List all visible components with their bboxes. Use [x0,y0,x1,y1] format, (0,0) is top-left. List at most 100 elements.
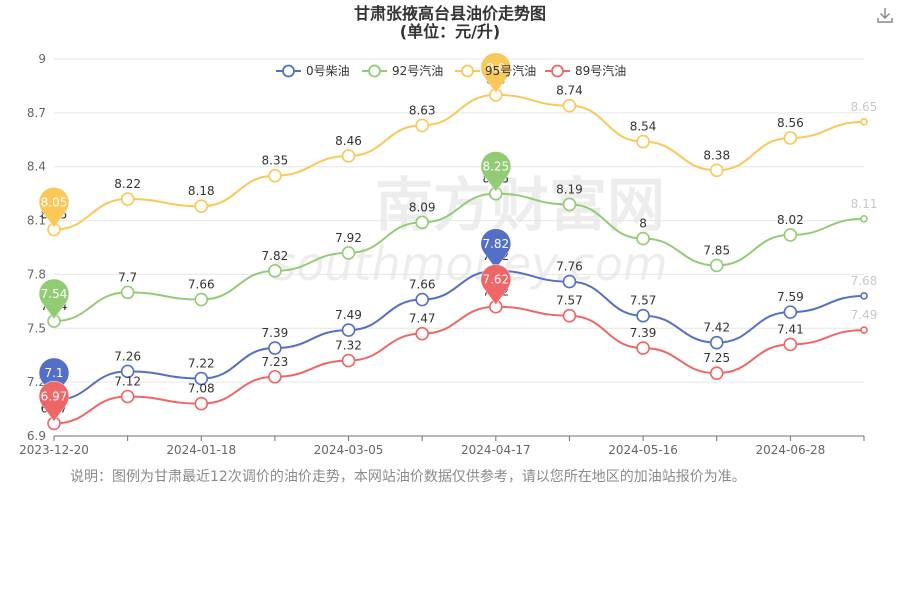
legend-swatch-circle [368,64,381,78]
chart-subtitle: (单位：元/升) [399,22,501,41]
download-icon[interactable] [876,6,894,24]
pin-marker-label: 6.97 [41,389,68,403]
data-label: 8.54 [630,120,657,134]
x-tick-label: 2024-06-28 [755,443,825,457]
data-point [709,163,724,178]
data-label: 7.22 [188,357,215,371]
pin-marker [38,380,70,422]
legend-swatch-circle [461,64,474,78]
pin-marker-label: 7.1 [44,366,63,380]
pin-marker [480,52,511,94]
data-label: 8.19 [556,182,583,196]
data-label: 7.76 [556,260,583,274]
data-point [860,292,868,300]
x-tick-label: 2024-05-16 [608,443,678,457]
data-point [709,335,724,350]
data-point [860,214,868,223]
data-label: 7.57 [630,294,657,308]
y-tick-label: 9 [38,52,46,66]
data-point [783,228,798,242]
data-label: 7.57 [556,294,583,308]
data-point [194,292,209,307]
data-label: 8.11 [851,197,878,211]
data-label: 8.22 [114,177,141,191]
data-point [415,326,429,341]
data-label: 8.02 [777,213,804,227]
data-point [415,118,429,133]
data-point [120,389,135,404]
data-point [562,197,577,212]
pin-marker [38,278,70,320]
data-label: 8.46 [335,134,362,148]
data-label: 8.74 [556,84,583,98]
data-label: 7.12 [114,375,141,389]
data-label: 7.49 [335,308,362,322]
data-point [341,246,356,260]
pin-marker-label: 7.62 [482,273,509,287]
pin-marker [38,357,70,399]
data-point [709,258,724,273]
x-axis: 2023-12-20 2024-01-18 2024-03-05 2024-04-17… [19,435,865,457]
data-point [783,305,798,319]
series-line-3 [53,305,865,425]
data-point [268,341,282,355]
data-point [268,168,282,183]
data-label: 7.39 [262,326,289,340]
data-label: 8 [639,217,647,231]
pin-marker [38,187,70,228]
data-label: 7.08 [188,382,215,396]
data-point [636,134,650,149]
x-tick-label: 2023-12-20 [19,443,89,457]
legend-label: 89号汽油 [575,63,626,78]
data-label: 7.32 [335,339,362,353]
data-label: 7.41 [777,322,804,336]
data-point [860,326,868,334]
data-label: 8.38 [703,148,730,162]
data-point [636,308,650,323]
x-tick-label: 2024-04-17 [461,443,531,457]
chart-title: 甘肃张掖高台县油价走势图 [353,4,546,23]
data-label: 7.49 [851,308,878,322]
data-label: 7.82 [262,249,289,263]
data-label: 7.26 [114,349,141,363]
legend-label: 92号汽油 [392,63,443,78]
y-tick-label: 7.5 [27,321,46,335]
data-point [636,231,650,246]
pin-marker-label: 7.54 [41,287,68,301]
data-label: 7.47 [409,312,436,326]
data-label: 8.18 [188,184,215,198]
data-label: 7.59 [777,290,804,304]
data-point [860,118,868,126]
pin-marker-label: 8.05 [41,196,68,210]
data-point [194,371,209,386]
y-tick-label: 8.7 [27,106,46,120]
data-point [562,98,577,113]
data-point [268,264,282,278]
data-label: 7.23 [262,355,289,369]
data-point [120,364,135,379]
data-point [415,292,429,307]
data-label: 8.56 [777,116,804,130]
data-point [268,369,282,384]
data-point [783,131,798,145]
legend: 0号柴油 92号汽油 95号汽油 89号汽油 [276,63,626,78]
data-point [120,192,135,206]
y-axis: 6.97.27.57.88.18.48.79 [27,52,46,443]
legend-label: 0号柴油 [306,64,350,78]
y-tick-label: 6.9 [27,429,46,443]
legend-swatch-circle [282,64,295,78]
data-label: 8.65 [851,100,878,114]
pin-marker-label: 8.25 [482,160,509,174]
chart-note: 说明：图例为甘肃最近12次调价的油价走势，本网站油价数据仅供参考，请以您所在地区… [70,469,746,485]
markers: 7.1 7.54 8.05 6.97 7.82 8.25 8.8 7.62 [38,52,511,422]
legend-swatch-circle [551,64,564,78]
data-point [709,366,724,380]
pin-marker [480,228,511,270]
data-point [194,199,209,214]
watermark-text-en: southmoney.com [272,237,667,291]
data-label: 7.66 [188,278,215,292]
data-point [341,353,356,368]
data-label: 7.25 [703,351,730,365]
